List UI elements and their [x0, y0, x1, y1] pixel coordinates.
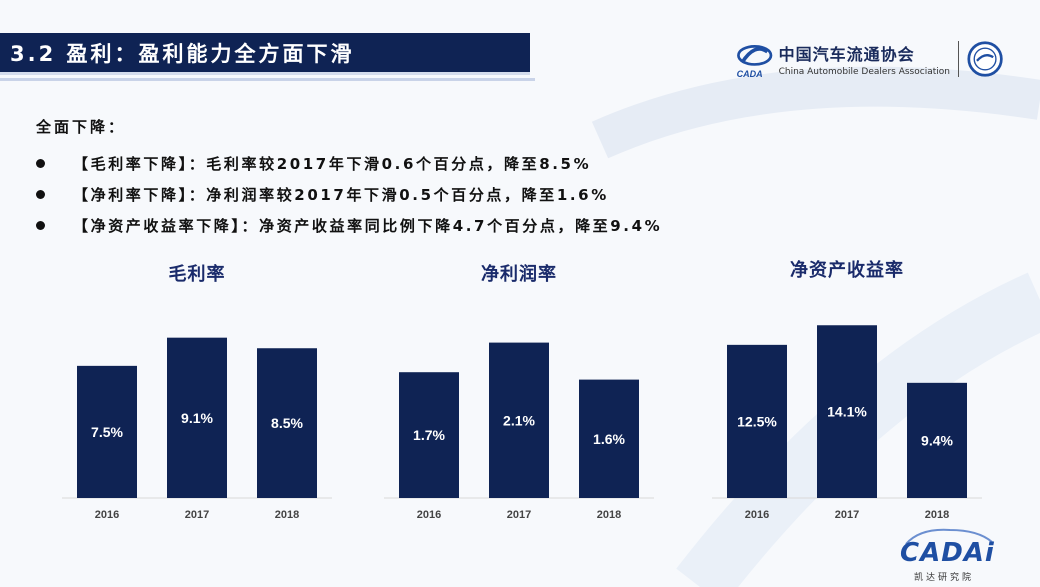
- bar-2017: [489, 342, 549, 498]
- bar-2016: [399, 372, 459, 498]
- bar-2018: [907, 382, 967, 498]
- association-logo: CADA 中国汽车流通协会 China Automobile Dealers A…: [733, 36, 1003, 82]
- chart-plot: 7.5% 2016 9.1% 2017 8.5% 2018: [62, 337, 332, 521]
- org-name-block: 中国汽车流通协会 China Automobile Dealers Associ…: [779, 41, 950, 77]
- net-margin-chart: 净利润率 1.7% 2016 2.1% 2017 1.6% 2018: [384, 258, 654, 528]
- slide-title: 3.2 盈利：盈利能力全方面下滑: [10, 41, 355, 66]
- cada-emblem-icon: CADA: [737, 44, 773, 79]
- x-tick-label: 2016: [745, 509, 769, 521]
- chart-title: 净资产收益率: [790, 260, 904, 281]
- chart-title: 毛利率: [168, 264, 226, 285]
- data-label: 2.1%: [503, 412, 535, 428]
- bullet-dot-icon: [36, 221, 45, 230]
- bar-2016: [727, 344, 787, 498]
- data-label: 9.4%: [921, 432, 953, 448]
- x-tick-label: 2016: [95, 509, 119, 521]
- x-tick-label: 2018: [275, 509, 299, 521]
- data-label: 7.5%: [91, 424, 123, 440]
- logo-divider: [957, 41, 959, 77]
- data-label: 12.5%: [737, 413, 777, 429]
- summary-block: 全面下降： 【毛利率下降】：毛利率较2017年下滑0.6个百分点，降至8.5% …: [36, 116, 662, 241]
- bar-2018: [257, 348, 317, 498]
- data-label: 1.7%: [413, 427, 445, 443]
- x-tick-label: 2017: [507, 509, 531, 521]
- bullet-dot-icon: [36, 190, 45, 199]
- cadai-brand: CADAi: [900, 538, 995, 568]
- x-tick-label: 2017: [835, 509, 859, 521]
- slide-title-bar: 3.2 盈利：盈利能力全方面下滑: [0, 33, 530, 75]
- cadai-brand-cn: 凯达研究院: [914, 573, 975, 583]
- summary-item-text: 【净利率下降】：净利润率较2017年下滑0.5个百分点，降至1.6%: [73, 186, 609, 204]
- data-label: 14.1%: [827, 404, 867, 420]
- chart-title: 净利润率: [481, 264, 557, 285]
- roe-chart: 净资产收益率 12.5% 2016 14.1% 2017 9.4% 2018: [712, 258, 982, 528]
- car-outline-icon: [905, 528, 993, 545]
- summary-item: 【净资产收益率下降】：净资产收益率同比例下降4.7个百分点，降至9.4%: [36, 210, 662, 241]
- x-tick-label: 2018: [597, 509, 621, 521]
- org-name-en: China Automobile Dealers Association: [778, 67, 950, 77]
- bar-2017: [167, 337, 227, 498]
- chart-plot: 12.5% 2016 14.1% 2017 9.4% 2018: [712, 325, 982, 521]
- chart-plot: 1.7% 2016 2.1% 2017 1.6% 2018: [384, 342, 654, 521]
- gross-margin-chart: 毛利率 7.5% 2016 9.1% 2017 8.5% 2018: [62, 258, 332, 528]
- summary-heading: 全面下降：: [36, 118, 127, 136]
- summary-item: 【净利率下降】：净利润率较2017年下滑0.5个百分点，降至1.6%: [36, 179, 662, 210]
- title-accent-line: [0, 78, 535, 81]
- x-tick-label: 2018: [925, 509, 949, 521]
- bar-2017: [817, 325, 877, 498]
- bar-2018: [579, 379, 639, 498]
- summary-item: 【毛利率下降】：毛利率较2017年下滑0.6个百分点，降至8.5%: [36, 148, 662, 179]
- x-tick-label: 2016: [417, 509, 441, 521]
- x-tick-label: 2017: [185, 509, 209, 521]
- emblem-text: CADA: [737, 69, 763, 79]
- org-name-cn: 中国汽车流通协会: [778, 45, 915, 64]
- cadai-logo: CADAi 凯达研究院: [900, 526, 1000, 584]
- data-label: 9.1%: [181, 410, 213, 426]
- data-label: 8.5%: [271, 415, 303, 431]
- seal-icon: [967, 41, 1003, 77]
- summary-item-text: 【毛利率下降】：毛利率较2017年下滑0.6个百分点，降至8.5%: [73, 155, 592, 173]
- data-label: 1.6%: [593, 431, 625, 447]
- bar-2016: [77, 365, 137, 498]
- summary-item-text: 【净资产收益率下降】：净资产收益率同比例下降4.7个百分点，降至9.4%: [73, 217, 663, 235]
- bullet-dot-icon: [36, 159, 45, 168]
